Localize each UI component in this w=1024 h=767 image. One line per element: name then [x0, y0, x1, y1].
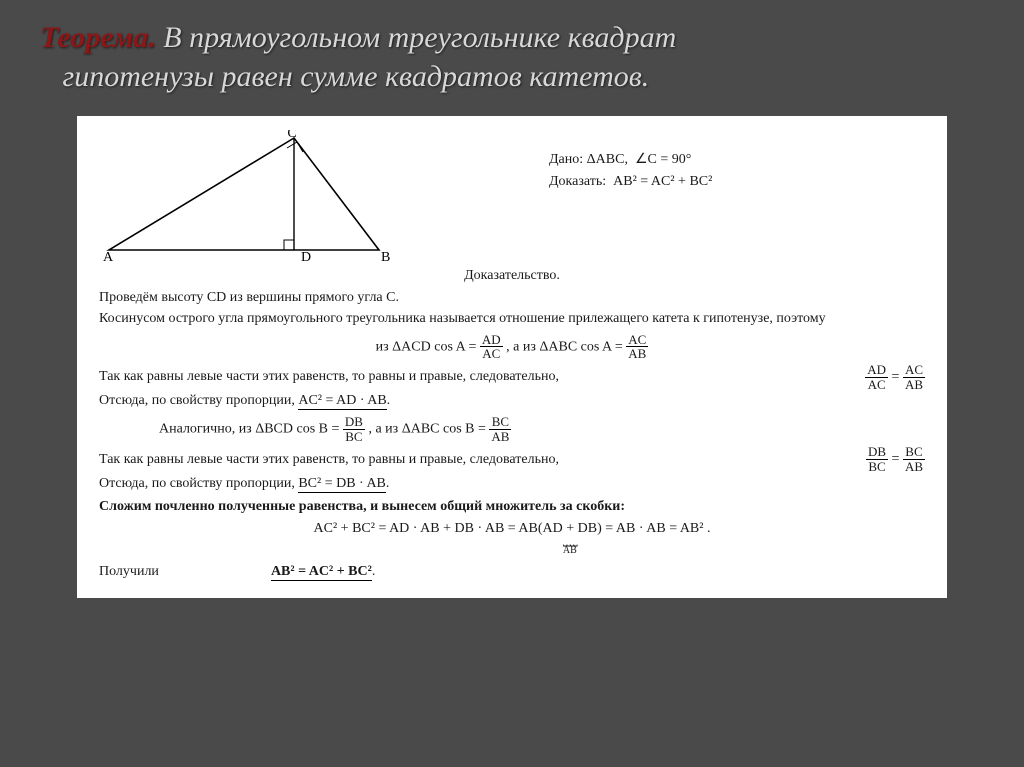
eq2-brace: (AD + DB)⎵⎵⎵⎵AB: [538, 519, 602, 556]
eq1-f1d: AC: [480, 347, 503, 361]
p7: Отсюда, по свойству пропорции, BC² = DB …: [99, 474, 925, 494]
p5-mid: , а из ΔABC cos B =: [368, 421, 485, 436]
eq1-mid: , а из ΔABC cos A =: [506, 339, 623, 354]
p4-post: .: [387, 393, 391, 408]
p6-f2d: AB: [903, 460, 925, 474]
p3-f2n: AC: [903, 363, 925, 378]
p6-f2n: BC: [903, 445, 925, 460]
triangle-diagram: A B C D: [99, 130, 409, 260]
p5-f2d: AB: [489, 430, 511, 444]
p5-pre: Аналогично, из ΔBCD cos B =: [159, 421, 339, 436]
p6-f1n: DB: [866, 445, 888, 460]
result: Получили AB² = AC² + BC².: [99, 562, 925, 582]
p3-f2d: AB: [903, 378, 925, 392]
eq1-f1n: AD: [480, 333, 503, 348]
prove-label: Доказать:: [549, 174, 606, 189]
svg-text:A: A: [103, 250, 114, 262]
p5-f2n: BC: [489, 415, 511, 430]
prove-eq: AB² = AC² + BC²: [613, 174, 712, 189]
p4-pre: Отсюда, по свойству пропорции,: [99, 393, 295, 408]
result-eq: AB² = AC² + BC²: [271, 564, 372, 581]
eq2-rhs: = AB · AB = AB² .: [602, 521, 711, 536]
p3-row: Так как равны левые части этих равенств,…: [99, 363, 925, 391]
p1: Проведём высоту CD из вершины прямого уг…: [99, 288, 925, 308]
p2: Косинусом острого угла прямоугольного тр…: [99, 309, 925, 329]
slide: Теорема. В прямоугольном треугольнике кв…: [0, 0, 1024, 767]
eq1: из ΔACD cos A = ADAC , а из ΔABC cos A =…: [99, 333, 925, 361]
svg-text:C: C: [287, 130, 296, 141]
p3-f1n: AD: [865, 363, 888, 378]
p6-eq: =: [892, 452, 900, 467]
result-pre: Получили: [99, 564, 159, 579]
p7-pre: Отсюда, по свойству пропорции,: [99, 476, 295, 491]
p5: Аналогично, из ΔBCD cos B = DBBC , а из …: [99, 415, 925, 443]
top-row: A B C D Дано: ΔABC, ∠C = 90° Доказать: A…: [99, 130, 925, 260]
given: Дано: ΔABC, ∠C = 90° Доказать: AB² = AC²…: [409, 130, 712, 260]
p3: Так как равны левые части этих равенств,…: [99, 367, 859, 387]
eq1-f2d: AB: [626, 347, 648, 361]
given-label: Дано:: [549, 152, 583, 167]
p5-f1n: DB: [343, 415, 365, 430]
p3-eq: =: [892, 369, 900, 384]
svg-text:D: D: [301, 250, 311, 262]
eq2: AC² + BC² = AD · AB + DB · AB = AB(AD + …: [99, 519, 925, 556]
result-post: .: [372, 564, 376, 579]
eq2-lhs: AC² + BC² = AD · AB + DB · AB = AB: [314, 521, 538, 536]
p4-eq: AC² = AD · AB: [298, 393, 386, 410]
eq2-brace-lbl: AB: [538, 546, 602, 556]
eq1-f2n: AC: [626, 333, 648, 348]
given-angle: ∠C = 90°: [635, 152, 691, 167]
given-tri: ΔABC,: [587, 152, 628, 167]
eq1-pre: из ΔACD cos A =: [376, 339, 477, 354]
p4: Отсюда, по свойству пропорции, AC² = AD …: [99, 391, 925, 411]
title-line2: гипотенузы равен сумме квадратов катетов…: [63, 60, 650, 93]
p7-eq: BC² = DB · AB: [298, 476, 386, 493]
p6: Так как равны левые части этих равенств,…: [99, 450, 860, 470]
title: Теорема. В прямоугольном треугольнике кв…: [40, 18, 984, 96]
proof-paper: A B C D Дано: ΔABC, ∠C = 90° Доказать: A…: [77, 116, 947, 598]
title-line1: В прямоугольном треугольнике квадрат: [163, 21, 676, 54]
p3-f1d: AC: [865, 378, 888, 392]
title-teorema: Теорема.: [40, 21, 156, 54]
p5-f1d: BC: [343, 430, 365, 444]
subhead: Доказательство.: [99, 266, 925, 286]
p8: Сложим почленно полученные равенства, и …: [99, 497, 925, 517]
p6-row: Так как равны левые части этих равенств,…: [99, 445, 925, 473]
p6-f1d: BC: [866, 460, 888, 474]
p7-post: .: [386, 476, 390, 491]
svg-text:B: B: [381, 250, 390, 262]
